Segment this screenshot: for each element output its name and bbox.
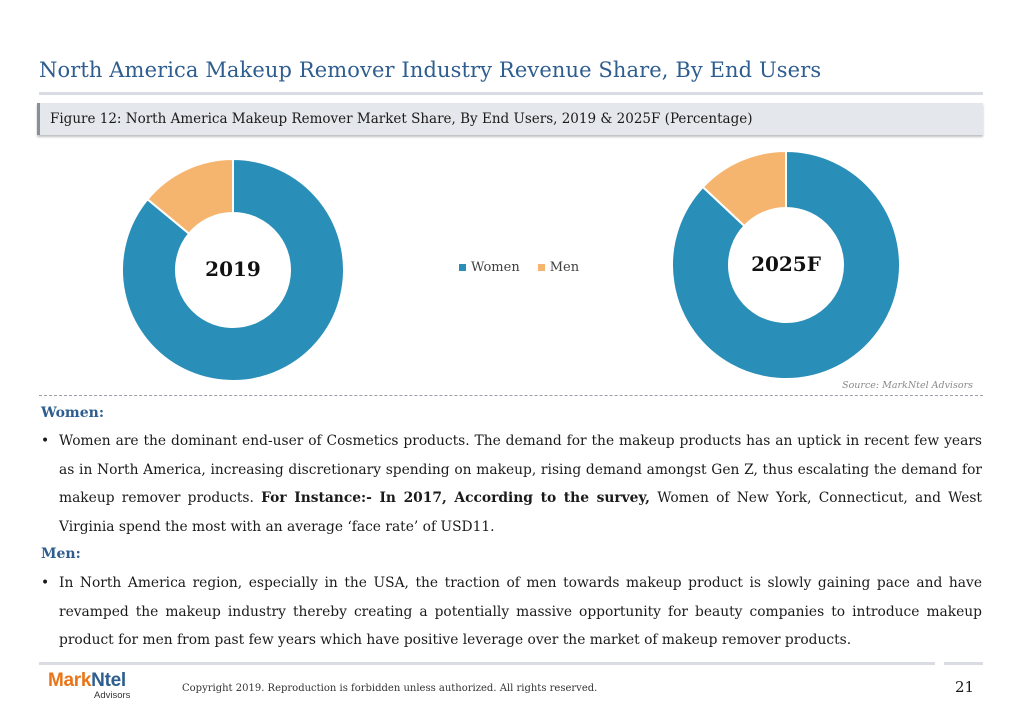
footer-divider-short	[944, 662, 983, 665]
women-heading: Women:	[41, 405, 104, 421]
legend-item-men: Men	[537, 260, 580, 275]
figure-caption: Figure 12: North America Makeup Remover …	[50, 111, 753, 127]
women-text-end: Women of New York, Connecticut, and West…	[59, 490, 982, 535]
donut-0-slice-men	[146, 157, 234, 236]
title-divider	[39, 92, 983, 95]
donut-1-center-label: 2025F	[751, 252, 821, 276]
legend-swatch-men	[537, 264, 545, 271]
logo-part1: Mark	[48, 670, 92, 691]
chart-legend: Women Men	[459, 260, 579, 275]
legend-item-women: Women	[459, 260, 520, 275]
page-number: 21	[955, 678, 975, 696]
donut-1-slice-women	[671, 149, 901, 380]
logo-subtitle: Advisors	[94, 690, 131, 701]
women-paragraph: Women are the dominant end-user of Cosme…	[59, 427, 982, 541]
markntel-logo: MarkNtel Advisors	[48, 671, 130, 701]
legend-label-women: Women	[471, 260, 520, 275]
men-bullet: • In North America region, especially in…	[41, 569, 982, 655]
donut-charts: 2019 2025F	[121, 149, 901, 382]
women-text-bold: For Instance:- In 2017, According to the…	[261, 490, 650, 506]
legend-swatch-women	[459, 264, 466, 271]
women-bullet: • Women are the dominant end-user of Cos…	[41, 427, 982, 541]
logo-part2: Ntel	[91, 670, 126, 691]
donut-0-center-label: 2019	[205, 257, 261, 281]
copyright-notice: Copyright 2019. Reproduction is forbidde…	[182, 683, 598, 694]
bullet-icon: •	[41, 575, 50, 591]
logo-wordmark: MarkNtel	[48, 671, 130, 691]
bullet-icon: •	[41, 433, 50, 449]
source-note: Source: MarkNtel Advisors	[842, 380, 973, 391]
donut-1-slice-men	[701, 149, 787, 228]
footer-divider	[39, 662, 935, 665]
legend-label-men: Men	[549, 260, 580, 275]
section-divider	[39, 395, 983, 396]
men-paragraph: In North America region, especially in t…	[59, 575, 982, 648]
donut-0-slice-women	[121, 157, 345, 382]
figure-caption-bar: Figure 12: North America Makeup Remover …	[37, 103, 983, 135]
page-title: North America Makeup Remover Industry Re…	[39, 58, 822, 82]
women-text-start: Women are the dominant end-user of Cosme…	[59, 433, 982, 506]
men-heading: Men:	[41, 546, 81, 562]
